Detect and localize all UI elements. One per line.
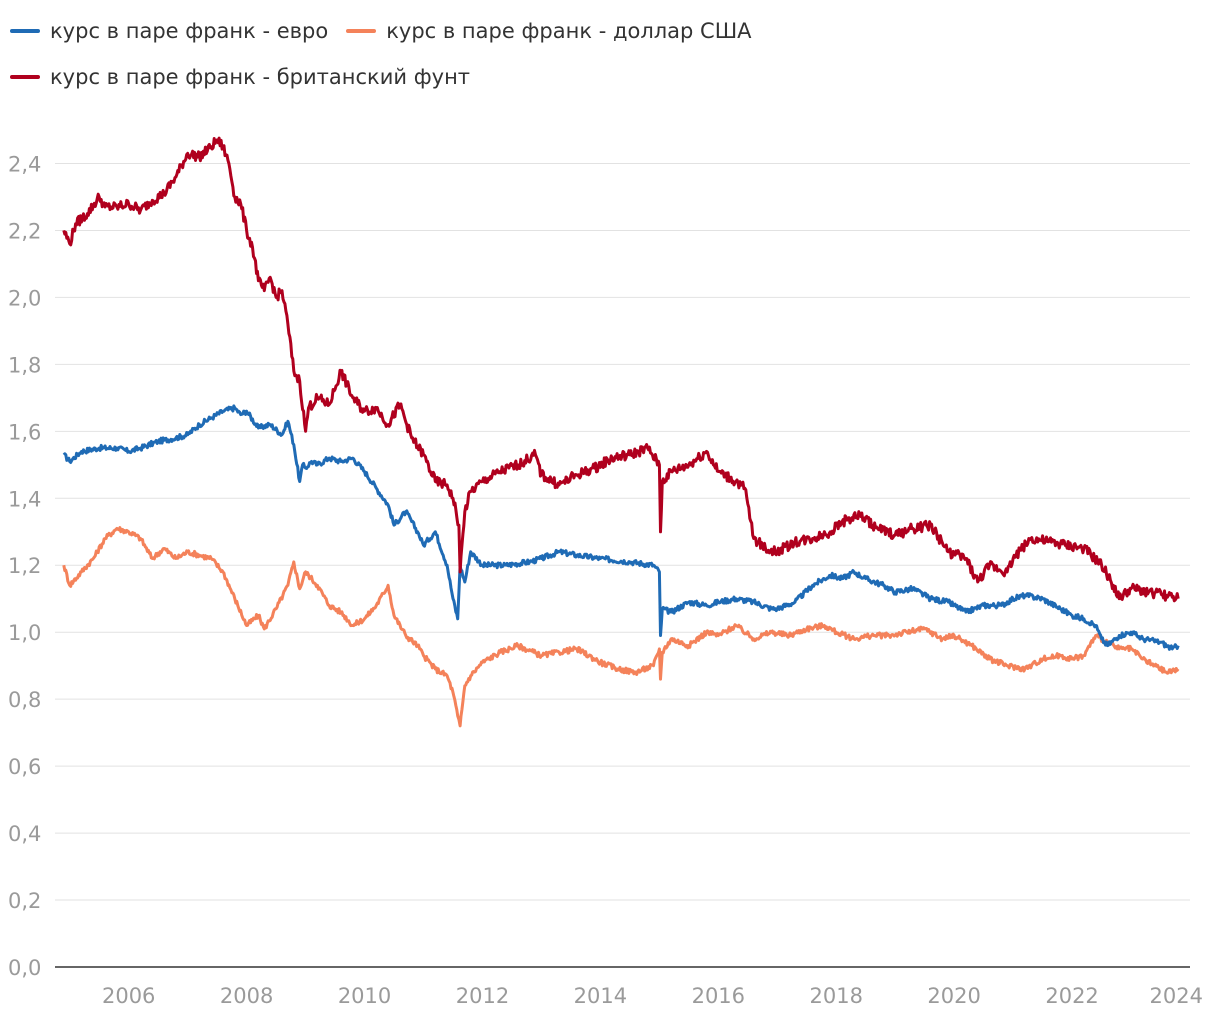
- series-line-gbp[interactable]: [62, 136, 1180, 603]
- y-tick-label: 1,4: [8, 487, 41, 511]
- y-tick-label: 1,6: [8, 420, 41, 444]
- legend-label-usd: курс в паре франк - доллар США: [386, 19, 752, 43]
- x-tick-label: 2016: [692, 984, 745, 1008]
- y-tick-label: 0,6: [8, 755, 41, 779]
- y-tick-label: 0,0: [8, 956, 41, 980]
- y-tick-label: 0,4: [8, 822, 41, 846]
- x-tick-label: 2020: [927, 984, 980, 1008]
- y-tick-label: 2,4: [8, 152, 41, 176]
- y-tick-label: 2,2: [8, 219, 41, 243]
- series-line-usd[interactable]: [62, 526, 1180, 728]
- y-tick-label: 1,0: [8, 621, 41, 645]
- x-tick-label: 2024: [1150, 984, 1203, 1008]
- legend: курс в паре франк - евро курс в паре фра…: [10, 14, 1190, 106]
- x-tick-label: 2006: [102, 984, 155, 1008]
- legend-swatch-gbp: [10, 75, 40, 79]
- gridlines: [55, 162, 1190, 901]
- y-tick-label: 1,8: [8, 353, 41, 377]
- x-tick-label: 2008: [220, 984, 273, 1008]
- legend-item-gbp[interactable]: курс в паре франк - британский фунт: [10, 65, 470, 89]
- x-axis-ticks: 2006 2008 2010 2012 2014 2016 2018 2020 2022 2024: [102, 984, 1203, 1008]
- legend-row-2: курс в паре франк - британский фунт: [10, 60, 1190, 94]
- legend-label-gbp: курс в паре франк - британский фунт: [50, 65, 471, 89]
- y-tick-label: 0,2: [8, 889, 41, 913]
- legend-item-usd[interactable]: курс в паре франк - доллар США: [346, 19, 752, 43]
- x-tick-label: 2012: [456, 984, 509, 1008]
- x-tick-label: 2018: [810, 984, 863, 1008]
- y-tick-label: 1,2: [8, 554, 41, 578]
- x-tick-label: 2010: [338, 984, 391, 1008]
- y-axis-ticks: 0,0 0,2 0,4 0,6 0,8 1,0 1,2 1,4 1,6 1,8 2,0 2,2 2,4: [8, 152, 41, 980]
- x-tick-label: 2014: [574, 984, 627, 1008]
- y-tick-label: 0,8: [8, 688, 41, 712]
- legend-label-eur: курс в паре франк - евро: [50, 19, 329, 43]
- legend-swatch-usd: [346, 29, 377, 33]
- legend-swatch-eur: [10, 29, 40, 33]
- legend-row-1: курс в паре франк - евро курс в паре фра…: [10, 14, 1190, 48]
- legend-item-eur[interactable]: курс в паре франк - евро: [10, 19, 328, 43]
- x-tick-label: 2022: [1045, 984, 1098, 1008]
- series-line-eur[interactable]: [62, 404, 1180, 651]
- y-tick-label: 2,0: [8, 286, 41, 310]
- series-lines: [62, 136, 1180, 728]
